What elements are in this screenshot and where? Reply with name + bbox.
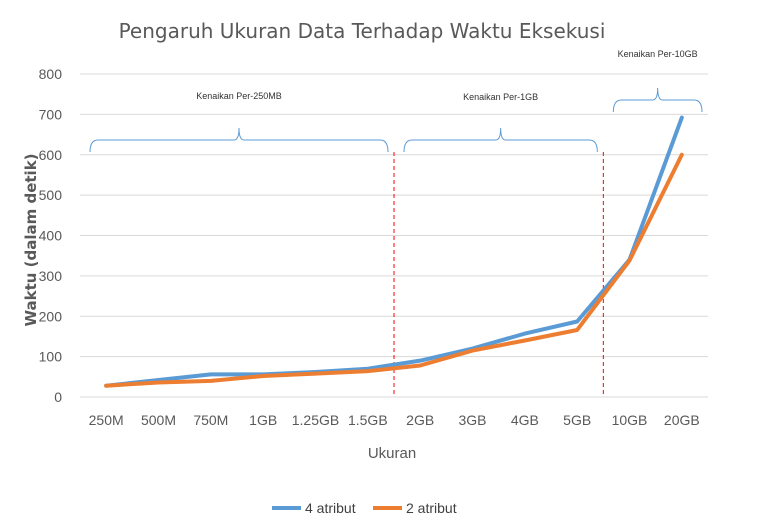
x-tick-label: 5GB [563, 412, 591, 428]
data-point [680, 116, 684, 120]
x-tick-label: 3GB [458, 412, 486, 428]
data-point [575, 328, 579, 332]
data-point [261, 374, 265, 378]
x-tick-label: 1GB [249, 412, 277, 428]
y-tick-label: 700 [39, 106, 63, 122]
data-point [628, 259, 631, 263]
segment-separators [393, 152, 604, 397]
x-axis-label: Ukuran [368, 445, 416, 462]
legend-label: 2 atribut [406, 500, 457, 516]
y-tick-label: 400 [39, 228, 63, 244]
data-point [157, 380, 160, 384]
data-point [366, 369, 370, 373]
data-point [104, 384, 108, 388]
y-tick-label: 100 [39, 349, 63, 365]
data-series [104, 115, 684, 388]
data-point [209, 372, 213, 376]
annotation-label: Kenaikan Per-10GB [618, 49, 698, 59]
y-tick-label: 500 [39, 187, 63, 203]
annotation-bracket [403, 127, 598, 153]
x-tick-label: 750M [193, 412, 228, 428]
x-tick-label: 4GB [511, 412, 539, 428]
series-line-2 [104, 152, 684, 388]
data-point [523, 338, 527, 342]
data-point [575, 319, 579, 323]
legend: 4 atribut 2 atribut [272, 500, 457, 516]
data-point [314, 372, 317, 376]
data-point [209, 379, 213, 383]
x-tick-label: 2GB [406, 412, 434, 428]
data-point [523, 332, 527, 336]
y-tick-label: 0 [54, 389, 62, 405]
data-point [418, 359, 422, 363]
y-tick-label: 800 [39, 66, 63, 82]
annotation-label: Kenaikan Per-250MB [196, 91, 282, 101]
y-tick-label: 200 [39, 308, 63, 324]
data-point [418, 364, 422, 368]
x-tick-label: 10GB [612, 412, 648, 428]
x-tick-label: 500M [141, 412, 176, 428]
y-tick-label: 600 [39, 147, 63, 163]
x-tick-label: 20GB [664, 412, 700, 428]
x-tick-label: 1.25GB [292, 412, 339, 428]
y-axis-label: Waktu (dalam detik) [22, 153, 40, 326]
x-tick-label: 1.5GB [348, 412, 388, 428]
annotation-brackets: Kenaikan Per-250MB Kenaikan Per-1GB Kenaik… [89, 49, 703, 153]
y-tick-label: 300 [39, 268, 63, 284]
x-tick-label: 250M [89, 412, 124, 428]
annotation-label: Kenaikan Per-1GB [463, 92, 538, 102]
data-point [471, 349, 474, 353]
legend-label: 4 atribut [305, 500, 356, 516]
chart-title: Pengaruh Ukuran Data Terhadap Waktu Ekse… [119, 19, 606, 43]
annotation-bracket [89, 127, 389, 153]
series-line-1 [104, 115, 684, 388]
x-axis-ticks: 250M 500M 750M 1GB 1.25GB 1.5GB 2GB 3GB 4GB 5GB 10… [89, 412, 700, 428]
annotation-bracket [612, 87, 703, 113]
y-axis-ticks: 0 100 200 300 400 500 600 700 800 [39, 66, 63, 405]
data-point [680, 153, 684, 157]
